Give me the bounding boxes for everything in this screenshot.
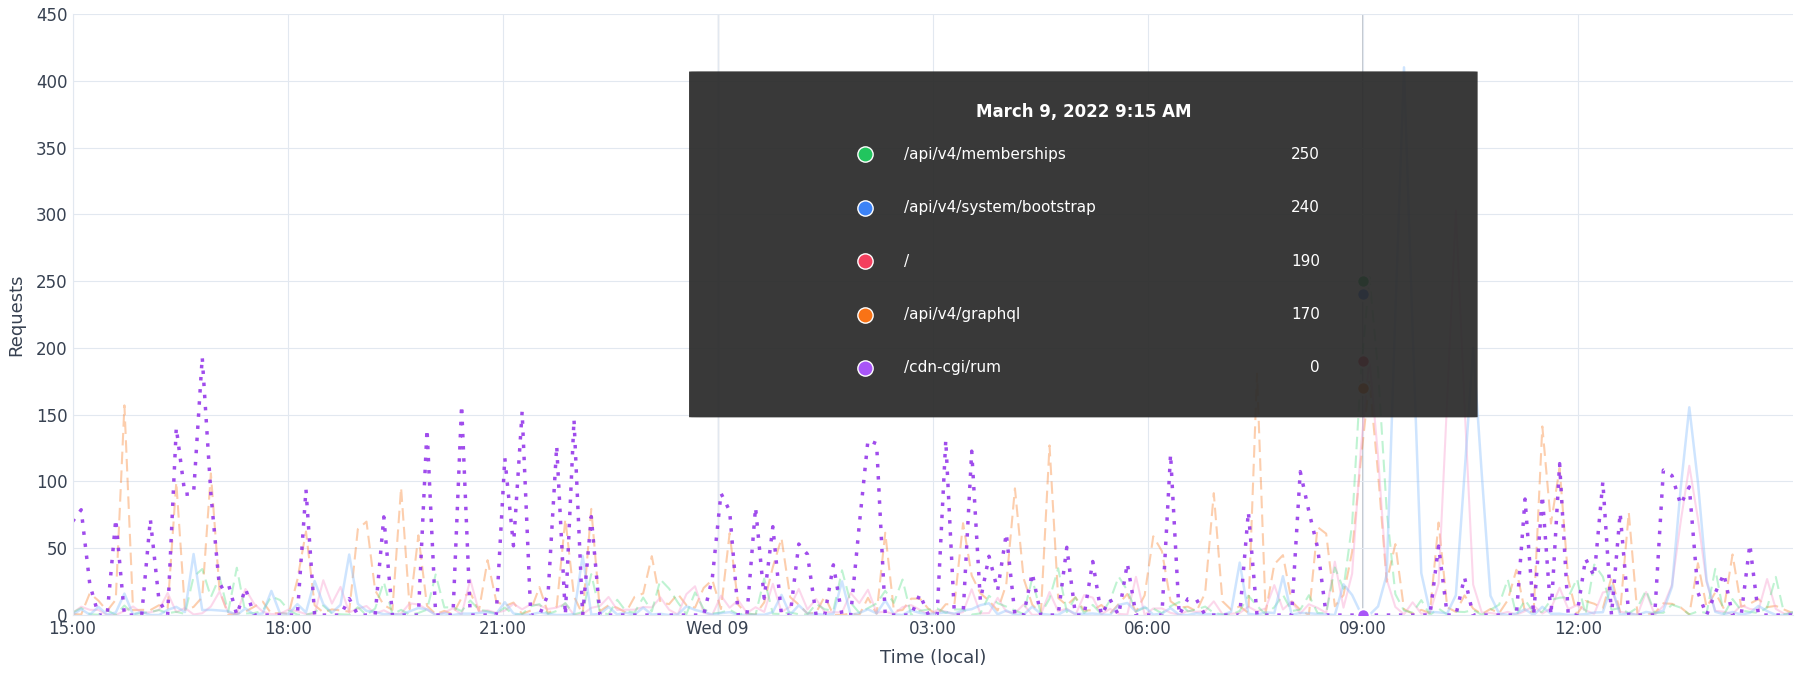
FancyBboxPatch shape xyxy=(689,71,1478,417)
Text: 190: 190 xyxy=(1291,253,1319,268)
Text: 250: 250 xyxy=(1291,147,1319,162)
Text: 0: 0 xyxy=(1310,361,1319,375)
Text: March 9, 2022 9:15 AM: March 9, 2022 9:15 AM xyxy=(976,103,1192,121)
X-axis label: Time (local): Time (local) xyxy=(880,649,986,667)
Text: 170: 170 xyxy=(1291,307,1319,322)
Text: /api/v4/system/bootstrap: /api/v4/system/bootstrap xyxy=(904,200,1096,215)
Text: 240: 240 xyxy=(1291,200,1319,215)
Text: /cdn-cgi/rum: /cdn-cgi/rum xyxy=(904,361,1001,375)
Text: /: / xyxy=(904,253,909,268)
Text: /api/v4/graphql: /api/v4/graphql xyxy=(904,307,1021,322)
Y-axis label: Requests: Requests xyxy=(7,273,25,356)
Text: /api/v4/memberships: /api/v4/memberships xyxy=(904,147,1066,162)
